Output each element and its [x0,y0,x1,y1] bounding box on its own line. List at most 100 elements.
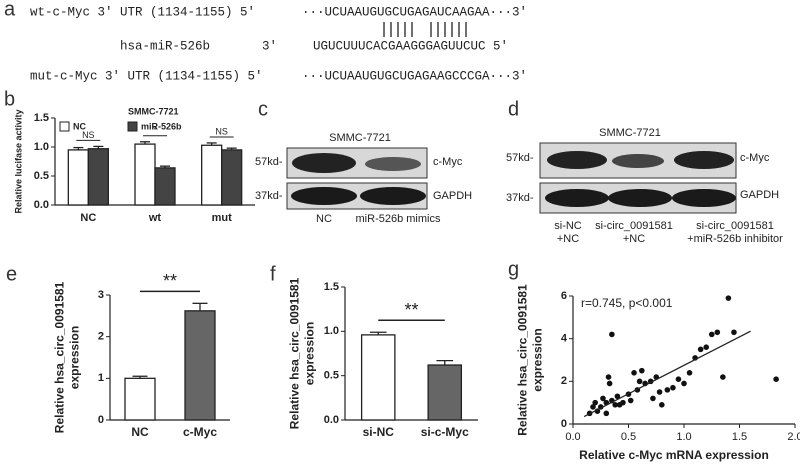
sequence: ···UCUAAUGUGCUGAGAAGCCCGA···3' [302,69,527,83]
x-tick-label: si-NC [363,425,395,439]
x-tick-label: si-c-Myc [421,425,469,439]
point [697,346,704,353]
point [639,367,645,374]
panel-label: d [508,98,519,120]
x-axis-label: Relative c-Myc mRNA expression [579,448,769,462]
point [603,410,610,417]
y-tick-label: 1 [98,372,104,384]
y-tick-label: 2 [561,375,567,387]
point [650,395,656,402]
y-tick-label: 3 [98,289,104,301]
end-label: 3' [262,39,277,53]
y-tick-label: 0.5 [34,170,49,182]
sequence: UGUCUUUCACGAAGGGAGUUCUC 5' [313,39,508,53]
x-tick-label: wt [148,212,162,224]
bar [154,167,176,206]
blot-image [539,142,737,214]
y-axis-label: Relative hsa_circ_0091581 [53,281,67,433]
fit-line [583,330,751,418]
panel-label: g [508,258,519,280]
x-tick-label: 1.0 [676,431,691,443]
marker-label: 57kd- [506,152,534,164]
utr-label: mut-c-Myc 3' UTR (1134-1155) 5' [30,69,263,83]
legend-swatch [59,121,70,132]
x-tick-label: NC [131,425,149,439]
legend-swatch [127,121,138,132]
bar [221,149,243,206]
x-tick-label: 0.0 [565,431,580,443]
base-pairs [383,22,467,37]
x-tick-label: mut [212,212,233,224]
y-axis-label: Relative lucifase activity [13,109,23,213]
lane-label: si-circ_0091581 [696,220,774,232]
point [664,387,671,393]
point [720,374,726,380]
utr-label: wt-c-Myc 3' UTR (1134-1155) 5' [30,5,255,19]
protein-label: GAPDH [740,189,779,201]
point [612,402,618,408]
bar [360,334,396,421]
blot-title: SMMC-7721 [599,127,661,139]
bar [201,144,223,206]
point [590,404,596,410]
point [656,389,663,395]
point [708,331,715,338]
panel-label: b [4,88,15,110]
significance-label: NS [215,126,228,136]
point [686,370,693,376]
bar [87,148,109,206]
bar [124,377,156,421]
x-tick-label: c-Myc [183,425,217,439]
x-tick-label: 0.5 [621,431,636,443]
significance-label: ** [404,300,418,320]
point [636,378,643,385]
panel-label: e [6,263,17,285]
y-tick-label: 0.0 [324,414,339,426]
lane-label: si-circ_0091581 [595,220,673,232]
marker-label: 37kd- [255,190,283,202]
point [670,384,676,391]
y-tick-label: 1.5 [324,281,339,293]
lane-label: +NC [623,233,645,245]
lane-label: +miR-526b inhibitor [687,233,783,245]
y-tick-label: 1.0 [34,141,49,153]
significance-label: ** [163,271,177,291]
annotation: r=0.745, p<0.001 [581,296,673,310]
point [592,399,598,406]
panel-label: c [258,98,268,120]
point [606,380,613,387]
sequence: ···UCUAAUGUGCUGAGAUCAAGAA···3' [302,5,527,19]
protein-label: c-Myc [433,156,463,168]
legend-label: miR-526b [141,121,182,131]
y-tick-label: 0.5 [324,370,339,382]
point [659,402,665,408]
y-tick-label: 2 [98,331,104,343]
lane-label: si-NC [554,220,582,232]
protein-label: GAPDH [433,190,472,202]
point [600,395,606,402]
y-tick-label: 6 [561,290,567,302]
point [731,329,737,336]
x-tick-label: NC [80,212,96,224]
blot-title: SMMC-7721 [329,132,391,144]
x-tick-label: 2.0 [787,431,800,443]
point [681,380,687,387]
point [703,344,709,351]
y-axis-label: Relative hsa_circ_0091581 [516,284,530,436]
marker-label: 57kd- [255,156,283,168]
marker-label: 37kd- [506,192,534,204]
bar [184,310,216,421]
point [773,376,779,383]
x-tick-label: 1.5 [732,431,747,443]
bar [67,149,89,206]
y-axis-label: expression [68,326,82,389]
legend-label: NC [73,121,86,131]
point [609,331,615,338]
point [614,393,621,400]
y-tick-label: 0 [561,418,567,430]
panel-label: a [4,0,16,20]
lane-label: +NC [557,233,579,245]
y-tick-label: 4 [561,333,568,345]
bar [427,364,463,421]
